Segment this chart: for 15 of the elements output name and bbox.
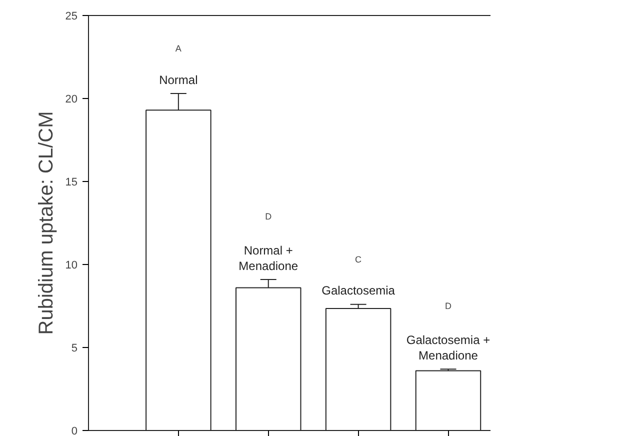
annotation: D <box>265 211 272 222</box>
annotation: D <box>444 301 452 311</box>
y-tick-label: 10 <box>65 260 78 272</box>
annotation: C <box>355 254 362 265</box>
y-tick-label: 25 <box>65 10 78 22</box>
x-tick-label: Normal + Menadione <box>238 243 298 273</box>
x-tick-label: Normal <box>159 72 198 87</box>
y-tick-label: 0 <box>71 426 78 436</box>
annotation: A <box>175 44 182 54</box>
x-tick-label: Galactosemia <box>322 284 396 298</box>
y-tick-label: 5 <box>71 342 78 354</box>
y-tick-label: 20 <box>65 94 78 106</box>
x-tick-label: Galactosemia + Menadione <box>406 333 490 362</box>
y-tick-label: 15 <box>65 176 78 188</box>
y-axis-title: Rubidium uptake: CL/CM <box>35 111 58 335</box>
